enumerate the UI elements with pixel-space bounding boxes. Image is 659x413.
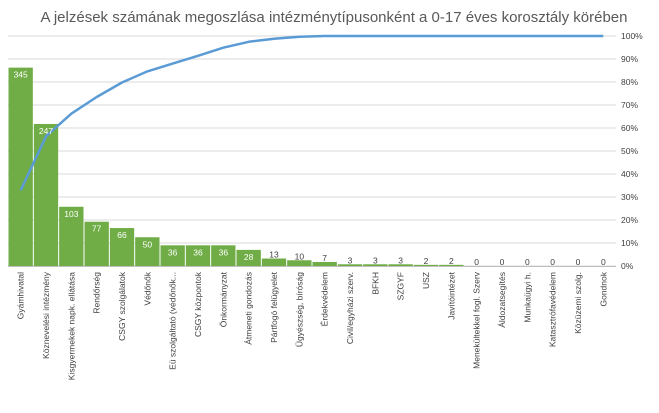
category-label: Javítóintézet xyxy=(446,271,456,319)
bar-value-label: 0 xyxy=(601,257,606,267)
y2-tick-label: 50% xyxy=(621,146,638,156)
bar xyxy=(8,67,33,266)
bar-value-label: 66 xyxy=(117,230,127,240)
category-label: Önkormányzat xyxy=(218,271,228,327)
y2-tick-label: 100% xyxy=(621,31,643,41)
bar xyxy=(84,221,109,266)
category-label: Munkaügyi h. xyxy=(522,272,532,323)
y2-tick-label: 10% xyxy=(621,238,638,248)
category-label: Kisgyermekek napk. ellátása xyxy=(66,272,76,380)
gridlines xyxy=(8,35,616,267)
category-label: Menekültekkel fogl. Szerv xyxy=(472,271,482,369)
bar xyxy=(287,260,312,266)
bar xyxy=(363,264,388,266)
category-label: SZGYF xyxy=(396,272,406,300)
bar xyxy=(312,261,337,266)
y2-tick-label: 70% xyxy=(621,100,638,110)
bar-value-label: 28 xyxy=(244,252,254,262)
category-label: Közüzemi szolg. xyxy=(573,272,583,334)
bar-value-label: 0 xyxy=(500,257,505,267)
cumulative-percent-line xyxy=(19,34,604,191)
category-label: USZ xyxy=(421,272,431,289)
x-axis: Gyámhivatal Köznevelési intézmény Kisgyerm… xyxy=(8,266,616,380)
category-label: Katasztrófavédelem xyxy=(548,272,558,347)
bar-value-label: 7 xyxy=(322,253,327,263)
bar-value-label: 2 xyxy=(424,256,429,266)
bar xyxy=(160,245,185,266)
bar xyxy=(413,264,439,266)
bar xyxy=(337,264,363,266)
bar-value-label: 77 xyxy=(92,224,102,234)
category-label: Pártfogó felügyelet xyxy=(269,271,279,343)
category-label: Áldozatsegítés xyxy=(497,272,507,328)
chart-title: A jelzések számának megoszlása intézmény… xyxy=(41,9,628,26)
category-label: CSGY központok xyxy=(193,271,203,337)
bar-value-label: 103 xyxy=(64,209,78,219)
bar xyxy=(135,237,160,266)
bar xyxy=(59,206,84,266)
bar xyxy=(109,228,135,266)
bar-value-label: 36 xyxy=(168,247,178,257)
bar xyxy=(185,245,211,266)
bar-value-label: 50 xyxy=(143,239,153,249)
category-label: Gondnok xyxy=(598,271,608,306)
y2-tick-label: 0% xyxy=(621,261,634,271)
bar-value-label: 13 xyxy=(269,250,279,260)
category-label: CSGY szolgálatok xyxy=(117,271,127,341)
category-label: Ügyészség, bíróság xyxy=(294,272,304,347)
category-label: Civil/egyházi szerv. xyxy=(345,272,355,344)
category-label: Átmeneti gondozás xyxy=(244,272,254,345)
y2-tick-label: 30% xyxy=(621,192,638,202)
bars xyxy=(8,67,464,266)
category-label: Rendőrség xyxy=(92,272,102,314)
bar-value-label: 0 xyxy=(550,257,555,267)
y2-tick-label: 80% xyxy=(621,77,638,87)
y2-tick-label: 60% xyxy=(621,123,638,133)
bar-value-label: 0 xyxy=(525,257,530,267)
bar-value-label: 3 xyxy=(398,255,403,265)
category-label: BFKH xyxy=(370,272,380,295)
y2-tick-label: 20% xyxy=(621,215,638,225)
bar-value-label: 0 xyxy=(474,257,479,267)
bar xyxy=(236,249,261,266)
bar-value-label: 247 xyxy=(39,126,53,136)
category-label: Érdekvédelem xyxy=(320,272,330,326)
bar xyxy=(439,264,464,266)
category-label: Eü szolgáltató (védőnők... xyxy=(168,272,178,370)
y2-tick-label: 90% xyxy=(621,54,638,64)
bar-value-label: 36 xyxy=(219,247,229,257)
data-labels: 345 247 103 77 66 50 36 36 36 28 13 10 7 3 3 3 2 2 0 0 0 0 0 0 xyxy=(14,70,606,267)
category-label: Védőnők xyxy=(142,271,152,305)
bar xyxy=(261,258,287,266)
bar-value-label: 0 xyxy=(576,257,581,267)
bar xyxy=(211,245,236,266)
bar xyxy=(33,123,59,266)
bar xyxy=(388,264,413,266)
cumulative-line xyxy=(19,34,604,191)
y2-tick-label: 40% xyxy=(621,169,638,179)
category-label: Gyámhivatal xyxy=(16,272,26,319)
right-y-axis: 0% 10% 20% 30% 40% 50% 60% 70% 80% 90% 100% xyxy=(621,31,643,271)
category-label: Köznevelési intézmény xyxy=(41,271,51,359)
bar-value-label: 3 xyxy=(373,255,378,265)
bar-value-label: 10 xyxy=(295,251,305,261)
bar-value-label: 3 xyxy=(348,255,353,265)
bar-value-label: 345 xyxy=(14,70,28,80)
bar-value-label: 2 xyxy=(449,256,454,266)
bar-value-label: 36 xyxy=(193,247,203,257)
